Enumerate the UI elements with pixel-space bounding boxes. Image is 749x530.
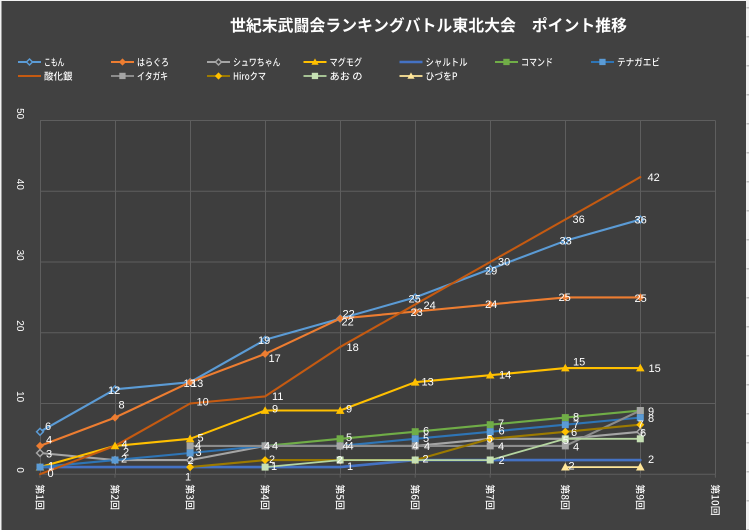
svg-text:0: 0: [48, 468, 54, 480]
svg-text:7: 7: [498, 418, 504, 430]
svg-text:2: 2: [499, 455, 505, 467]
svg-text:4: 4: [122, 439, 128, 451]
svg-text:22: 22: [342, 317, 354, 329]
svg-text:13: 13: [184, 378, 196, 390]
svg-text:25: 25: [409, 294, 421, 306]
svg-text:4: 4: [272, 441, 278, 453]
svg-text:6: 6: [45, 421, 51, 433]
svg-text:1: 1: [48, 461, 54, 473]
svg-text:15: 15: [573, 357, 585, 369]
svg-text:4: 4: [348, 441, 354, 453]
svg-text:33: 33: [560, 236, 572, 248]
svg-text:4: 4: [424, 441, 430, 453]
svg-text:11: 11: [272, 391, 283, 403]
svg-text:50: 50: [14, 108, 25, 120]
svg-text:15: 15: [649, 363, 661, 375]
svg-text:8: 8: [119, 400, 125, 412]
svg-text:25: 25: [635, 293, 647, 305]
svg-text:13: 13: [191, 378, 203, 390]
svg-text:22: 22: [343, 309, 355, 321]
svg-text:36: 36: [573, 214, 585, 226]
svg-text:2: 2: [423, 454, 429, 466]
svg-text:8: 8: [648, 413, 654, 425]
svg-text:14: 14: [499, 370, 511, 382]
svg-text:10: 10: [14, 391, 25, 403]
svg-text:2: 2: [569, 461, 575, 473]
svg-text:3: 3: [46, 449, 52, 461]
svg-text:30: 30: [498, 257, 510, 269]
svg-text:4: 4: [498, 441, 504, 453]
svg-text:5: 5: [198, 433, 204, 445]
svg-text:4: 4: [46, 435, 52, 447]
svg-text:5: 5: [563, 435, 569, 447]
svg-text:13: 13: [422, 377, 434, 389]
svg-text:2: 2: [337, 455, 343, 467]
svg-text:17: 17: [269, 353, 281, 365]
svg-text:7: 7: [573, 419, 579, 431]
svg-text:1: 1: [347, 461, 353, 473]
svg-text:25: 25: [559, 292, 571, 304]
svg-text:9: 9: [346, 404, 352, 416]
svg-text:10: 10: [197, 397, 209, 409]
svg-text:30: 30: [14, 250, 25, 262]
svg-text:4: 4: [413, 441, 419, 453]
svg-text:12: 12: [108, 385, 120, 397]
svg-text:24: 24: [485, 299, 497, 311]
svg-text:2: 2: [648, 454, 654, 466]
svg-text:3: 3: [196, 447, 202, 459]
svg-text:23: 23: [411, 307, 423, 319]
svg-text:0: 0: [14, 467, 25, 473]
svg-text:6: 6: [423, 426, 429, 438]
svg-text:6: 6: [499, 426, 505, 438]
svg-text:20: 20: [14, 320, 25, 332]
svg-text:42: 42: [648, 172, 660, 184]
svg-text:8: 8: [573, 412, 579, 424]
svg-text:2: 2: [188, 455, 194, 467]
svg-text:1: 1: [271, 461, 277, 473]
svg-text:4: 4: [264, 441, 270, 453]
svg-text:4: 4: [343, 441, 349, 453]
svg-text:4: 4: [573, 442, 579, 454]
svg-text:5: 5: [346, 432, 352, 444]
svg-text:2: 2: [123, 447, 129, 459]
svg-text:18: 18: [347, 342, 359, 354]
svg-text:2: 2: [121, 454, 127, 466]
svg-text:5: 5: [423, 433, 429, 445]
svg-text:4: 4: [195, 440, 201, 452]
svg-text:7: 7: [638, 419, 644, 431]
svg-text:24: 24: [424, 300, 436, 312]
svg-text:6: 6: [640, 428, 646, 440]
svg-text:36: 36: [635, 215, 647, 227]
svg-text:2: 2: [269, 454, 275, 466]
svg-text:5: 5: [487, 434, 493, 446]
svg-text:9: 9: [272, 404, 278, 416]
svg-text:40: 40: [14, 179, 25, 191]
svg-text:1: 1: [185, 472, 191, 484]
svg-text:29: 29: [485, 266, 497, 278]
svg-text:9: 9: [648, 406, 654, 418]
svg-text:6: 6: [571, 427, 577, 439]
svg-text:19: 19: [258, 335, 270, 347]
